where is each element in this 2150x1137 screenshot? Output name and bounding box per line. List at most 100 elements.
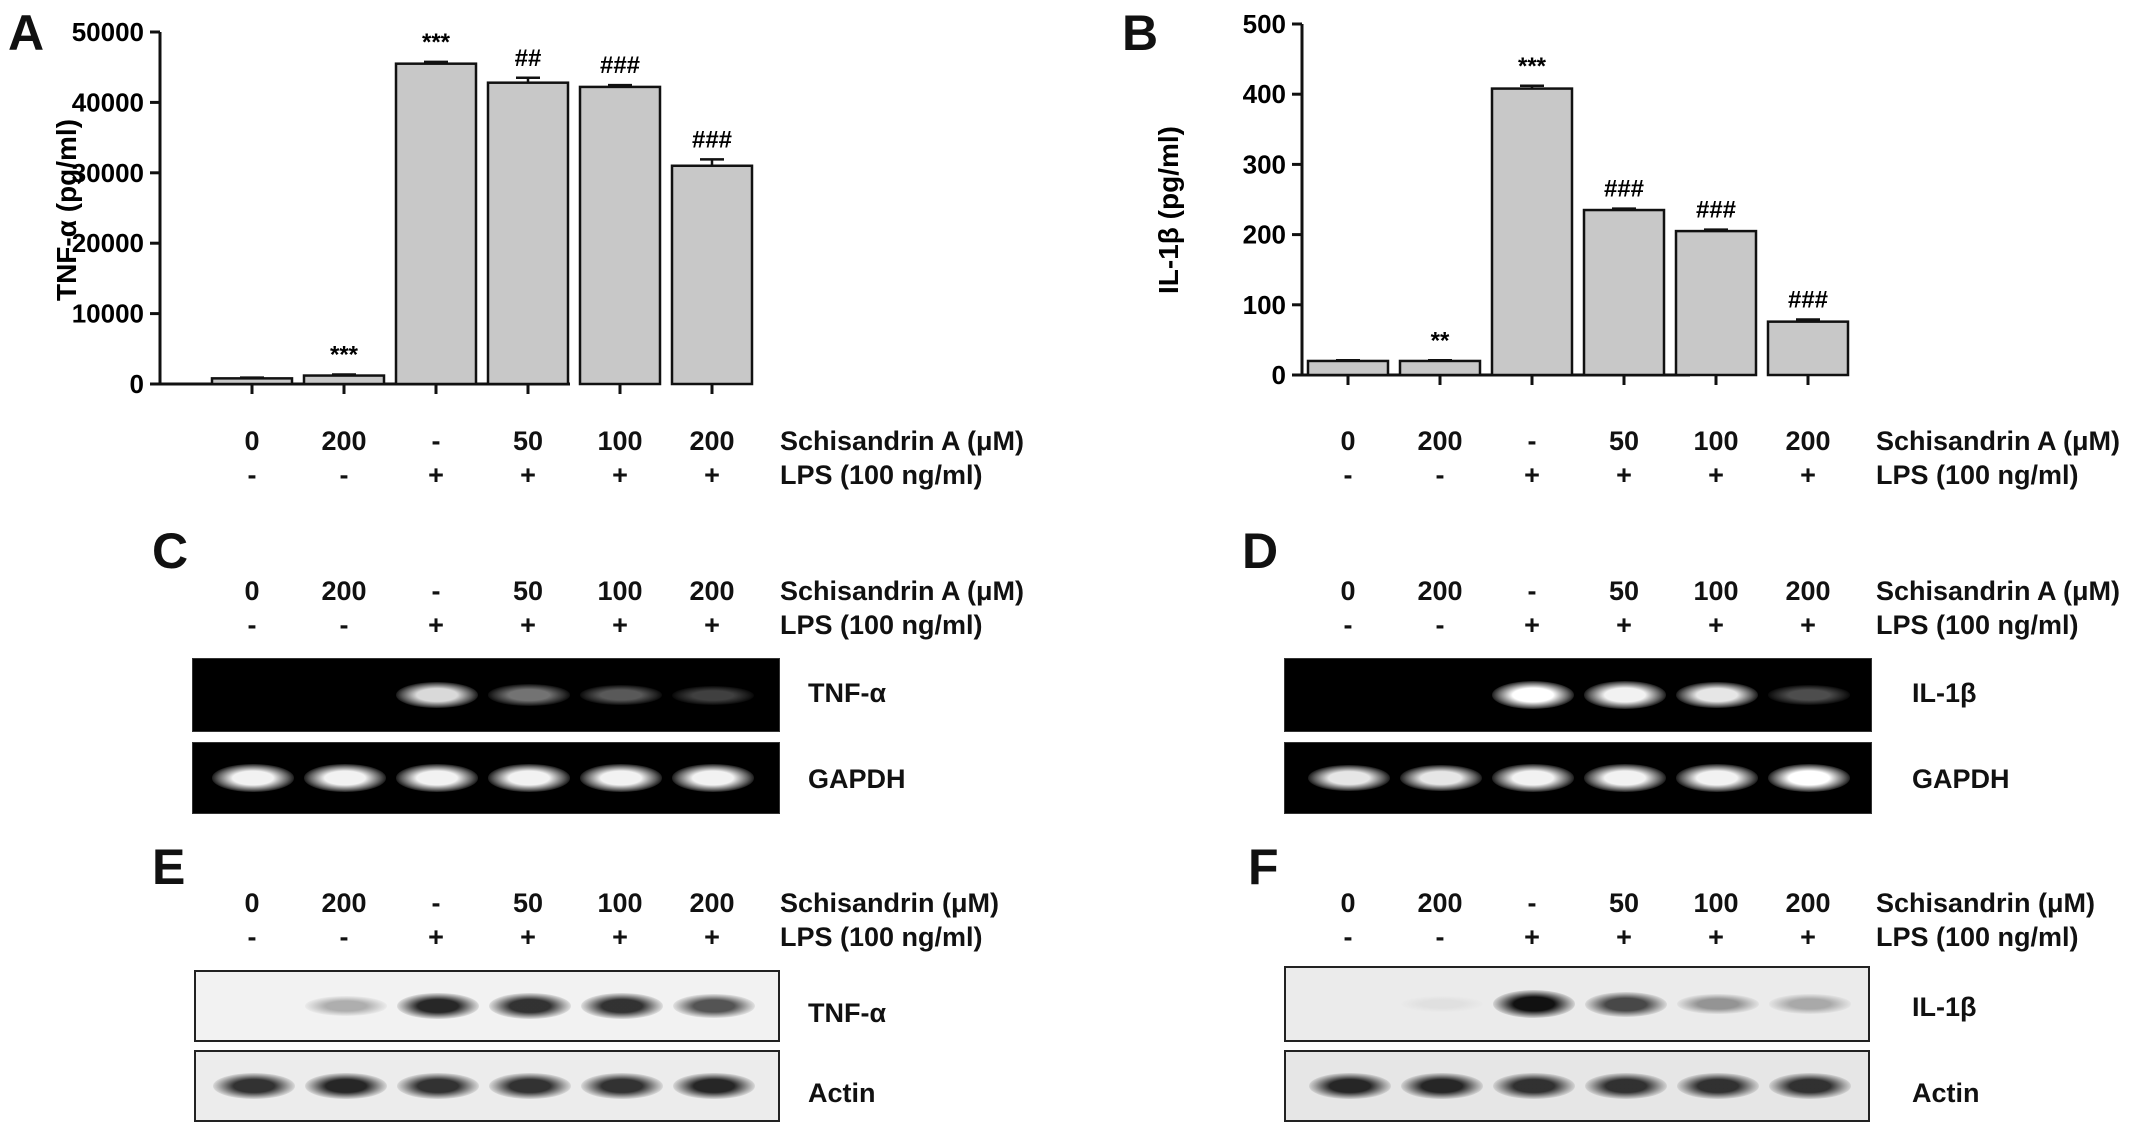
band bbox=[673, 993, 755, 1019]
panel-letter-d: D bbox=[1242, 523, 1279, 579]
gel-c-gapdh bbox=[192, 742, 780, 814]
gel-d-il-1beta bbox=[1284, 658, 1872, 732]
chart-b-y-axis-label: IL-1β (pg/ml) bbox=[1153, 126, 1184, 294]
dose-value: 50 bbox=[1608, 576, 1640, 606]
band bbox=[304, 764, 386, 792]
band bbox=[673, 1072, 755, 1100]
significance-label: *** bbox=[1518, 53, 1547, 80]
band bbox=[1400, 764, 1482, 792]
lps-value: - bbox=[1435, 922, 1445, 952]
y-tick-label: 40000 bbox=[72, 87, 144, 117]
band bbox=[1401, 1072, 1483, 1100]
band bbox=[1401, 995, 1483, 1013]
lps-label: LPS (100 ng/ml) bbox=[780, 922, 983, 952]
lps-value: + bbox=[1708, 610, 1724, 640]
drug-label: Schisandrin A (μM) bbox=[1876, 576, 2121, 606]
band bbox=[489, 992, 571, 1020]
bar bbox=[670, 164, 754, 386]
y-tick-label: 10000 bbox=[72, 299, 144, 329]
band bbox=[672, 764, 754, 792]
lps-value: + bbox=[520, 460, 536, 490]
lps-value: - bbox=[1343, 610, 1353, 640]
lps-label: LPS (100 ng/ml) bbox=[780, 460, 983, 490]
dose-value: 0 bbox=[244, 426, 260, 456]
lps-value: - bbox=[1343, 460, 1353, 490]
lps-value: + bbox=[1524, 922, 1540, 952]
y-tick-label: 0 bbox=[130, 369, 144, 399]
lps-value: - bbox=[1343, 922, 1353, 952]
lps-value: + bbox=[1616, 460, 1632, 490]
dose-value: - bbox=[1527, 576, 1537, 606]
band bbox=[1769, 994, 1851, 1014]
band bbox=[1492, 764, 1574, 792]
bar bbox=[1582, 208, 1666, 377]
dose-value: 200 bbox=[1785, 888, 1831, 918]
bar bbox=[486, 81, 570, 386]
band bbox=[396, 681, 478, 709]
dose-value: 200 bbox=[1417, 576, 1463, 606]
bar bbox=[1674, 229, 1758, 377]
dose-value: 50 bbox=[512, 576, 544, 606]
drug-label: Schisandrin A (μM) bbox=[780, 576, 1025, 606]
dose-value: 200 bbox=[689, 576, 735, 606]
lps-value: + bbox=[428, 610, 444, 640]
lps-label: LPS (100 ng/ml) bbox=[1876, 922, 2079, 952]
lps-value: - bbox=[247, 610, 257, 640]
lps-value: + bbox=[1800, 610, 1816, 640]
lps-value: + bbox=[1616, 610, 1632, 640]
band bbox=[1309, 1072, 1391, 1100]
dose-value: 100 bbox=[597, 576, 643, 606]
band bbox=[397, 1072, 479, 1100]
dose-value: 50 bbox=[512, 426, 544, 456]
dose-value: 50 bbox=[1608, 426, 1640, 456]
band bbox=[1768, 764, 1850, 792]
band bbox=[397, 992, 479, 1020]
dose-value: - bbox=[431, 888, 441, 918]
lps-value: - bbox=[339, 460, 349, 490]
dose-value: 50 bbox=[1608, 888, 1640, 918]
lps-value: - bbox=[339, 610, 349, 640]
band bbox=[1492, 681, 1574, 709]
dose-value: 200 bbox=[689, 426, 735, 456]
drug-label: Schisandrin (μM) bbox=[780, 888, 1000, 918]
dose-value: 200 bbox=[1417, 426, 1463, 456]
band bbox=[581, 992, 663, 1020]
blot-f-actin bbox=[1284, 1050, 1870, 1122]
band bbox=[1677, 993, 1759, 1015]
dose-value: 200 bbox=[1417, 888, 1463, 918]
lps-label: LPS (100 ng/ml) bbox=[1876, 460, 2079, 490]
band bbox=[1769, 1072, 1851, 1100]
lps-value: + bbox=[520, 922, 536, 952]
lps-value: + bbox=[1800, 922, 1816, 952]
dose-value: 200 bbox=[321, 888, 367, 918]
significance-label: ### bbox=[1788, 287, 1828, 314]
bar bbox=[1306, 359, 1390, 377]
significance-label: *** bbox=[330, 341, 359, 368]
significance-label: ### bbox=[692, 126, 732, 153]
band bbox=[1676, 681, 1758, 709]
bar bbox=[210, 377, 294, 386]
lps-value: + bbox=[520, 610, 536, 640]
lps-value: + bbox=[1800, 460, 1816, 490]
y-tick-label: 300 bbox=[1243, 149, 1286, 179]
lps-value: + bbox=[704, 922, 720, 952]
band bbox=[1585, 991, 1667, 1017]
dose-value: 100 bbox=[597, 888, 643, 918]
drug-label: Schisandrin (μM) bbox=[1876, 888, 2096, 918]
band bbox=[580, 764, 662, 792]
band bbox=[396, 764, 478, 792]
lps-value: - bbox=[247, 922, 257, 952]
dose-value: 200 bbox=[1785, 576, 1831, 606]
lps-value: + bbox=[704, 460, 720, 490]
panel-letter-e: E bbox=[152, 839, 186, 895]
dose-value: 100 bbox=[597, 426, 643, 456]
band bbox=[1585, 1072, 1667, 1100]
y-tick-label: 50000 bbox=[72, 17, 144, 47]
y-tick-label: 200 bbox=[1243, 220, 1286, 250]
dose-value: 200 bbox=[1785, 426, 1831, 456]
dose-value: - bbox=[431, 426, 441, 456]
dose-value: 100 bbox=[1693, 426, 1739, 456]
lps-value: + bbox=[1708, 922, 1724, 952]
lps-value: + bbox=[428, 922, 444, 952]
y-tick-label: 30000 bbox=[72, 158, 144, 188]
